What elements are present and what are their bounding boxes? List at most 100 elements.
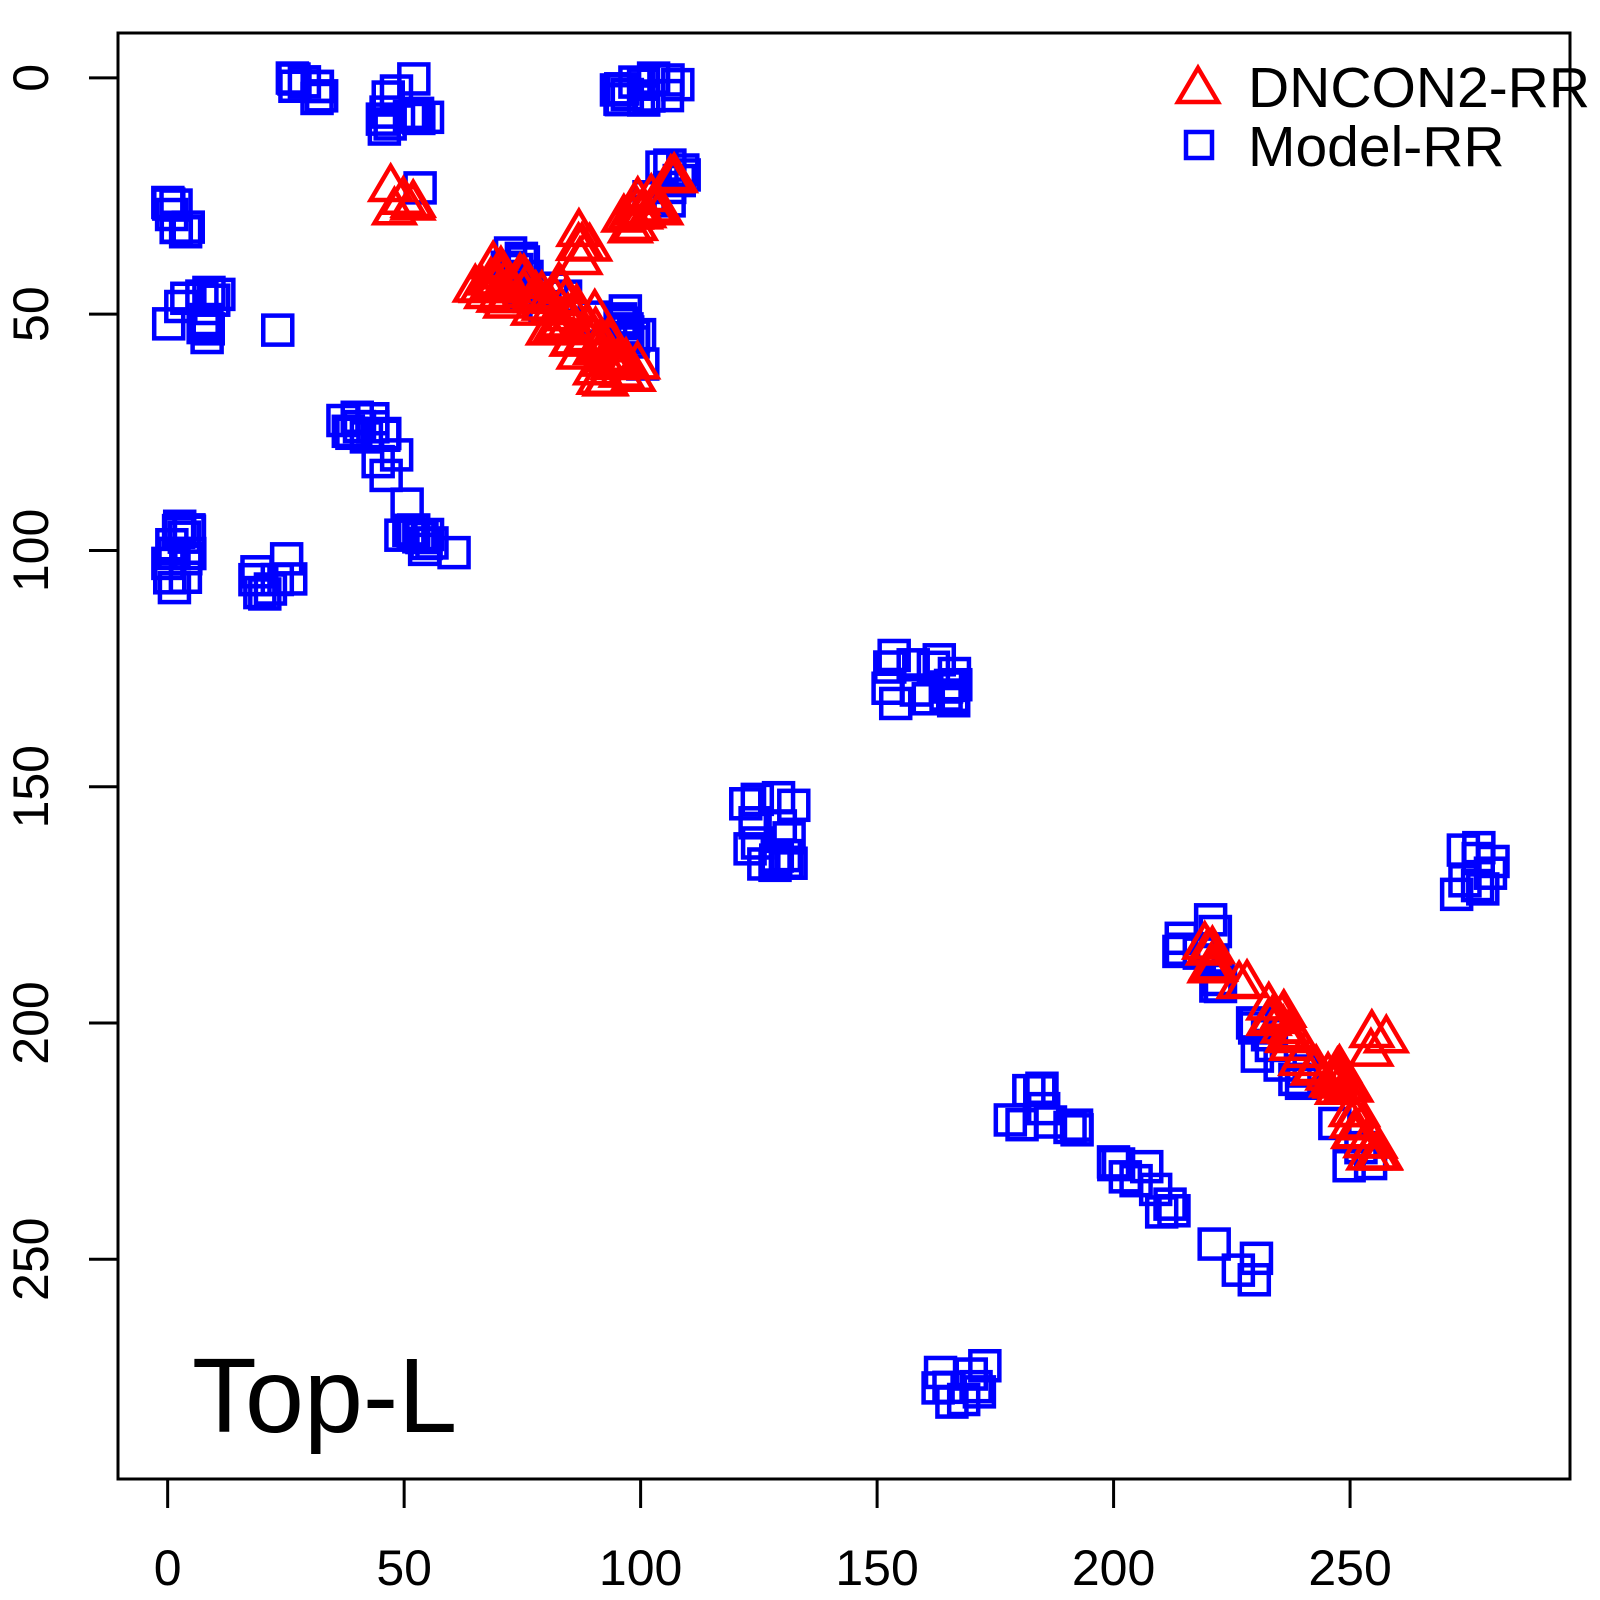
- triangle-marker: [613, 184, 661, 226]
- square-marker: [269, 542, 304, 576]
- square-marker: [962, 1375, 997, 1409]
- triangle-marker: [1266, 1003, 1315, 1045]
- series-dncon2-rr: [366, 150, 1411, 1171]
- triangle-marker: [389, 177, 438, 219]
- square-marker: [275, 61, 310, 95]
- square-marker: [618, 65, 652, 99]
- square-marker: [877, 638, 911, 673]
- y-axis: 0 50 100 150 200 250: [3, 64, 118, 1301]
- triangle-marker: [1244, 979, 1293, 1021]
- square-marker: [300, 69, 334, 104]
- square-marker: [774, 846, 808, 880]
- x-tick-label: 100: [599, 1540, 682, 1596]
- triangle-marker: [1362, 1012, 1411, 1054]
- square-marker: [261, 313, 295, 347]
- square-marker: [151, 307, 186, 341]
- data-points-layer: [151, 61, 1510, 1419]
- square-marker: [738, 806, 772, 840]
- legend-label-dncon2: DNCON2-RR: [1248, 56, 1590, 120]
- square-marker: [1462, 830, 1496, 865]
- square-marker: [1221, 1253, 1256, 1287]
- triangle-marker: [554, 220, 603, 262]
- triangle-marker: [1188, 923, 1237, 965]
- square-marker: [397, 62, 431, 96]
- triangle-marker: [379, 174, 428, 215]
- corner-label: Top-L: [192, 1337, 457, 1455]
- triangle-marker: [627, 171, 676, 213]
- square-marker: [873, 650, 907, 684]
- square-marker: [1023, 1074, 1057, 1108]
- x-tick-label: 150: [835, 1540, 918, 1596]
- triangle-marker: [606, 202, 655, 244]
- square-marker: [1439, 877, 1474, 912]
- triangle-marker: [1281, 1027, 1330, 1069]
- square-marker: [878, 686, 913, 721]
- square-marker: [993, 1103, 1028, 1137]
- triangle-marker: [469, 238, 518, 280]
- square-marker: [373, 107, 407, 141]
- square-marker: [936, 683, 971, 718]
- triangle-marker: [1351, 1118, 1399, 1159]
- x-tick-label: 50: [376, 1540, 432, 1596]
- square-marker: [896, 648, 930, 682]
- square-marker: [1197, 1227, 1231, 1261]
- square-marker: [1059, 1108, 1094, 1142]
- triangle-marker: [606, 189, 655, 230]
- legend-model-square-icon: [1183, 129, 1215, 161]
- square-marker: [159, 210, 194, 245]
- triangle-marker: [479, 248, 528, 290]
- triangle-marker: [1331, 1107, 1380, 1149]
- y-tick-label: 50: [3, 286, 59, 342]
- square-marker: [151, 185, 185, 220]
- triangle-marker: [1333, 1086, 1382, 1128]
- y-tick-label: 150: [3, 745, 59, 828]
- triangle-marker: [1347, 1026, 1395, 1067]
- y-tick-label: 200: [3, 981, 59, 1064]
- plot-border: [116, 31, 1572, 1481]
- square-marker: [1026, 1091, 1061, 1126]
- square-marker: [415, 526, 449, 560]
- square-marker: [331, 414, 366, 449]
- square-marker: [777, 788, 811, 823]
- square-marker: [155, 527, 189, 562]
- square-marker: [921, 1371, 955, 1405]
- square-marker: [1101, 1147, 1136, 1181]
- legend-dncon2-triangle-icon: [1174, 63, 1222, 105]
- square-marker: [248, 577, 282, 611]
- triangle-marker: [628, 182, 677, 223]
- square-marker: [1466, 872, 1500, 906]
- series-model-rr: [151, 61, 1510, 1419]
- triangle-marker: [587, 333, 635, 375]
- y-tick-label: 0: [3, 64, 59, 92]
- square-marker: [162, 509, 197, 544]
- square-marker: [159, 188, 193, 222]
- square-marker: [189, 302, 224, 337]
- triangle-marker: [1245, 995, 1293, 1037]
- legend-label-model: Model-RR: [1248, 115, 1505, 179]
- square-marker: [1239, 1241, 1274, 1276]
- triangle-marker: [571, 344, 620, 386]
- y-tick-label: 100: [3, 509, 59, 592]
- x-axis: 0 50 100 150 200 250: [154, 1479, 1392, 1596]
- y-tick-label: 250: [3, 1218, 59, 1301]
- x-tick-label: 0: [154, 1540, 182, 1596]
- square-marker: [599, 73, 634, 107]
- square-marker: [392, 99, 427, 134]
- square-marker: [356, 410, 390, 444]
- triangle-marker: [524, 304, 573, 346]
- legend: DNCON2-RR Model-RR: [1174, 56, 1590, 179]
- triangle-marker: [370, 184, 419, 226]
- triangle-marker: [1191, 941, 1240, 982]
- triangle-marker: [1313, 1064, 1362, 1106]
- triangle-marker: [535, 259, 583, 301]
- triangle-marker: [582, 355, 631, 397]
- square-marker: [196, 283, 231, 317]
- square-marker: [361, 444, 395, 479]
- triangle-marker: [466, 254, 515, 296]
- x-tick-label: 200: [1072, 1540, 1155, 1596]
- triangle-marker: [541, 275, 590, 317]
- triangle-marker: [651, 152, 700, 194]
- square-marker: [729, 787, 763, 821]
- triangle-marker: [548, 316, 596, 357]
